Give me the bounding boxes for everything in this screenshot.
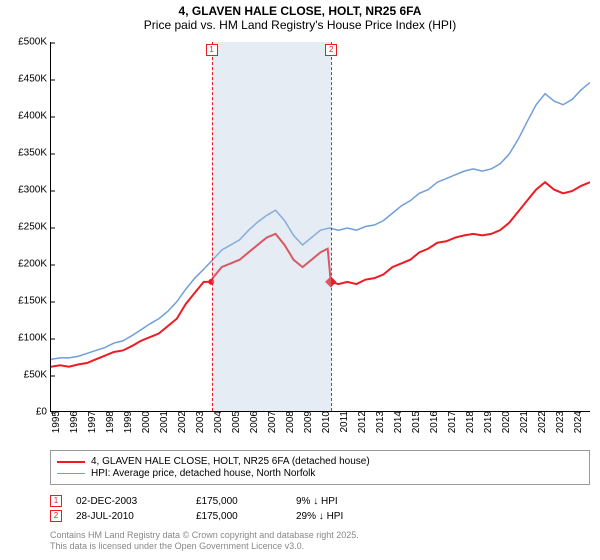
x-tick: 2020 [497, 411, 512, 433]
x-tick: 2012 [353, 411, 368, 433]
legend-box: 4, GLAVEN HALE CLOSE, HOLT, NR25 6FA (de… [50, 450, 590, 485]
x-tick: 2024 [569, 411, 584, 433]
chart-area: 12£0£50K£100K£150K£200K£250K£300K£350K£4… [50, 42, 590, 412]
footer-line1: Contains HM Land Registry data © Crown c… [50, 530, 359, 541]
y-tick: £150K [18, 296, 51, 307]
event-date-1: 02-DEC-2003 [76, 496, 196, 507]
x-tick: 2009 [299, 411, 314, 433]
y-tick: £450K [18, 74, 51, 85]
footer-line2: This data is licensed under the Open Gov… [50, 541, 359, 552]
x-tick: 2015 [407, 411, 422, 433]
x-tick: 2000 [137, 411, 152, 433]
event-badge-2: 2 [50, 510, 62, 522]
x-tick: 2011 [335, 411, 350, 433]
y-tick: £300K [18, 185, 51, 196]
title-line1: 4, GLAVEN HALE CLOSE, HOLT, NR25 6FA [0, 4, 600, 18]
x-tick: 1996 [65, 411, 80, 433]
x-tick: 2019 [479, 411, 494, 433]
x-tick: 2022 [533, 411, 548, 433]
x-tick: 1999 [119, 411, 134, 433]
footer: Contains HM Land Registry data © Crown c… [50, 530, 359, 552]
x-tick: 1998 [101, 411, 116, 433]
y-tick: £100K [18, 333, 51, 344]
x-tick: 2001 [155, 411, 170, 433]
x-tick: 2014 [389, 411, 404, 433]
x-tick: 2004 [209, 411, 224, 433]
event-date-2: 28-JUL-2010 [76, 511, 196, 522]
event-line-1 [212, 42, 213, 411]
legend-row-2: HPI: Average price, detached house, Nort… [57, 468, 583, 479]
y-tick: £350K [18, 148, 51, 159]
x-tick: 2006 [245, 411, 260, 433]
y-tick: £200K [18, 259, 51, 270]
event-row-1: 1 02-DEC-2003 £175,000 9% ↓ HPI [50, 495, 416, 507]
x-tick: 2023 [551, 411, 566, 433]
x-tick: 2017 [443, 411, 458, 433]
event-price-2: £175,000 [196, 511, 296, 522]
x-tick: 1995 [47, 411, 62, 433]
event-line-2 [331, 42, 332, 411]
events-block: 1 02-DEC-2003 £175,000 9% ↓ HPI 2 28-JUL… [50, 492, 416, 525]
x-tick: 2007 [263, 411, 278, 433]
y-tick: £500K [18, 37, 51, 48]
y-tick: £400K [18, 111, 51, 122]
shaded-region [212, 42, 332, 411]
legend-swatch-hpi [57, 473, 85, 474]
event-price-1: £175,000 [196, 496, 296, 507]
x-tick: 2003 [191, 411, 206, 433]
x-tick: 2008 [281, 411, 296, 433]
y-tick: £250K [18, 222, 51, 233]
event-line-marker-2: 2 [325, 44, 337, 56]
x-tick: 2002 [173, 411, 188, 433]
title-line2: Price paid vs. HM Land Registry's House … [0, 18, 600, 32]
x-tick: 2018 [461, 411, 476, 433]
legend-row-1: 4, GLAVEN HALE CLOSE, HOLT, NR25 6FA (de… [57, 456, 583, 467]
event-diff-1: 9% ↓ HPI [296, 496, 416, 507]
x-tick: 2010 [317, 411, 332, 433]
legend-swatch-price-paid [57, 461, 85, 463]
x-tick: 1997 [83, 411, 98, 433]
event-diff-2: 29% ↓ HPI [296, 511, 416, 522]
chart-title-block: 4, GLAVEN HALE CLOSE, HOLT, NR25 6FA Pri… [0, 0, 600, 32]
y-tick: £50K [24, 370, 51, 381]
legend-label-hpi: HPI: Average price, detached house, Nort… [91, 468, 315, 479]
event-row-2: 2 28-JUL-2010 £175,000 29% ↓ HPI [50, 510, 416, 522]
legend-label-price-paid: 4, GLAVEN HALE CLOSE, HOLT, NR25 6FA (de… [91, 456, 370, 467]
event-badge-1: 1 [50, 495, 62, 507]
event-line-marker-1: 1 [206, 44, 218, 56]
x-tick: 2016 [425, 411, 440, 433]
x-tick: 2013 [371, 411, 386, 433]
x-tick: 2005 [227, 411, 242, 433]
x-tick: 2021 [515, 411, 530, 433]
